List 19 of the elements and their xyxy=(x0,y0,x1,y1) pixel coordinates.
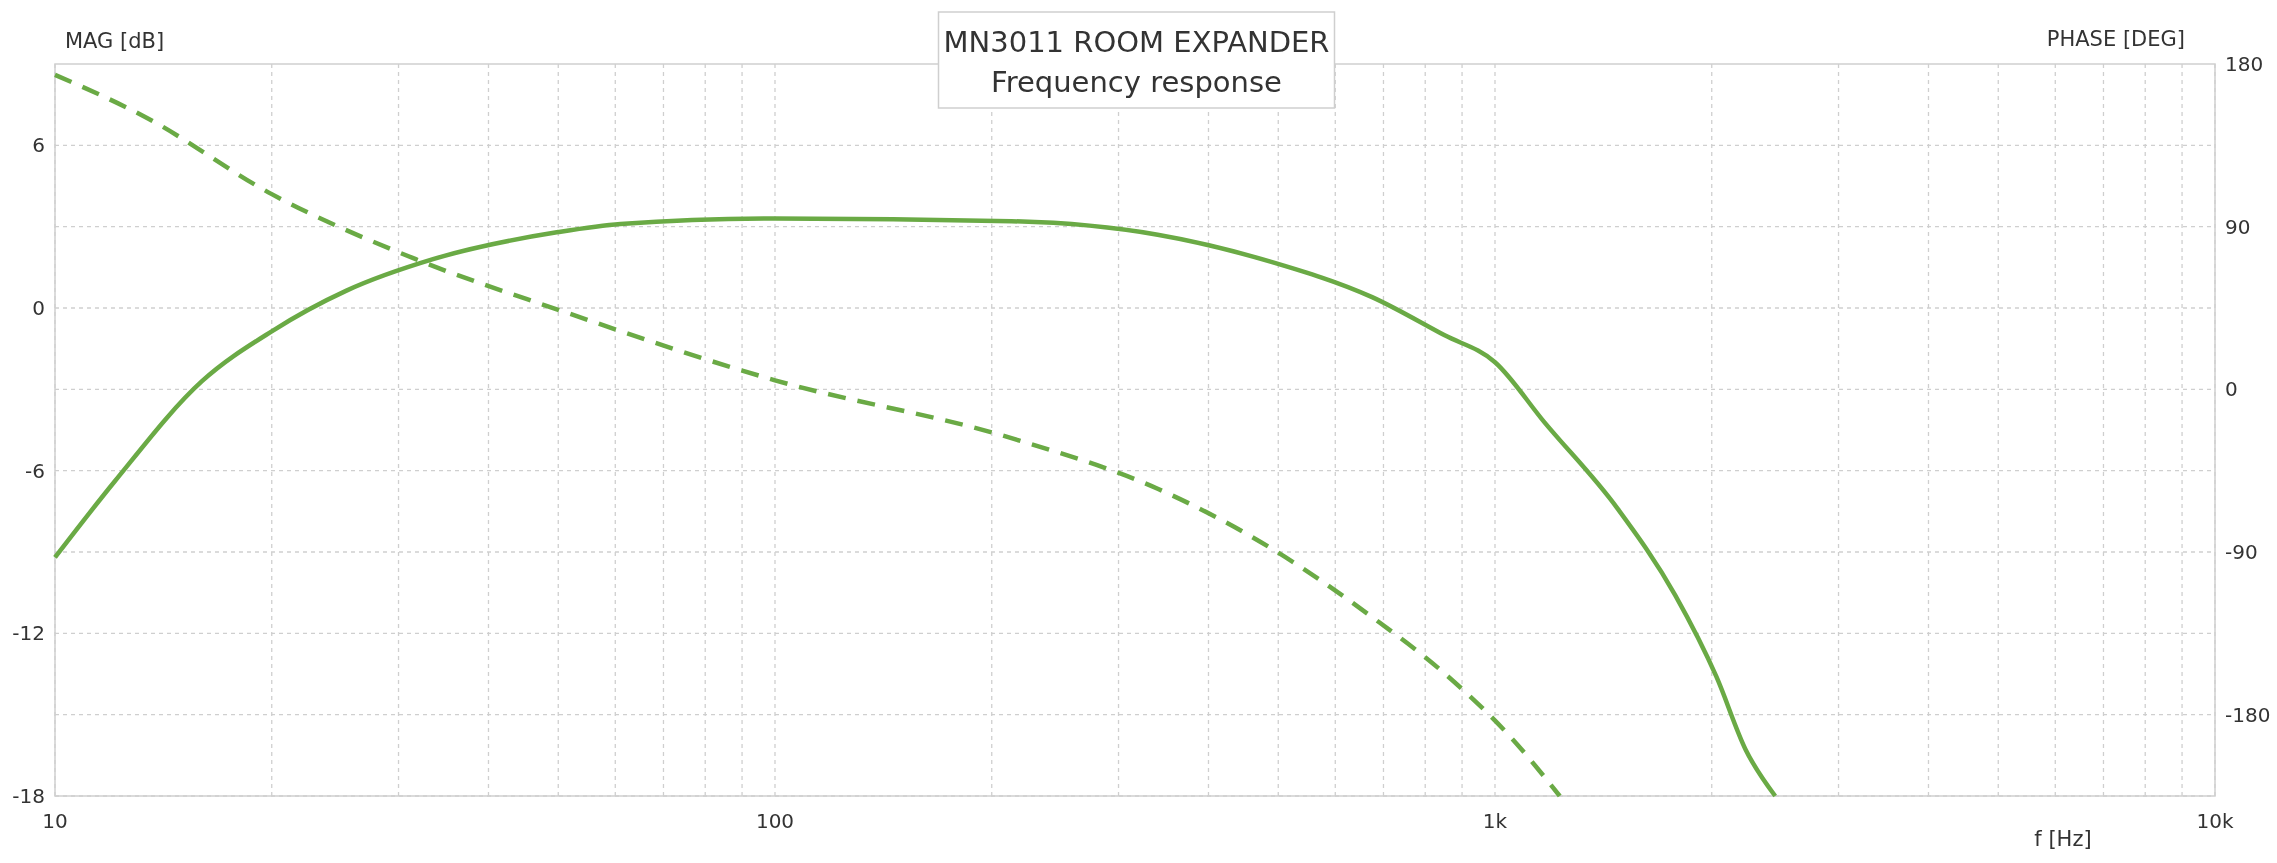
y2-tick-label: -90 xyxy=(2225,540,2258,564)
x-axis-title: f [Hz] xyxy=(2034,827,2092,851)
x-tick-label: 10k xyxy=(2196,809,2234,833)
y-axis-title: MAG [dB] xyxy=(65,29,165,53)
y2-axis-title: PHASE [DEG] xyxy=(2046,27,2185,51)
y-tick-label: 0 xyxy=(32,296,45,320)
y-tick-label: -6 xyxy=(25,458,45,483)
x-tick-label: 10 xyxy=(42,809,68,833)
chart-title: MN3011 ROOM EXPANDER xyxy=(943,25,1330,59)
y2-tick-label: 90 xyxy=(2225,214,2251,239)
y2-tick-label: 180 xyxy=(2225,52,2264,76)
y-tick-label: 6 xyxy=(32,133,45,158)
x-tick-label: 1k xyxy=(1482,809,1508,833)
y-tick-label: -12 xyxy=(12,621,45,646)
chart-subtitle: Frequency response xyxy=(991,65,1282,99)
y2-tick-label: -180 xyxy=(2225,702,2271,727)
x-tick-label: 100 xyxy=(755,809,795,833)
y2-tick-label: 0 xyxy=(2225,377,2238,402)
y-tick-label: -18 xyxy=(12,784,45,808)
